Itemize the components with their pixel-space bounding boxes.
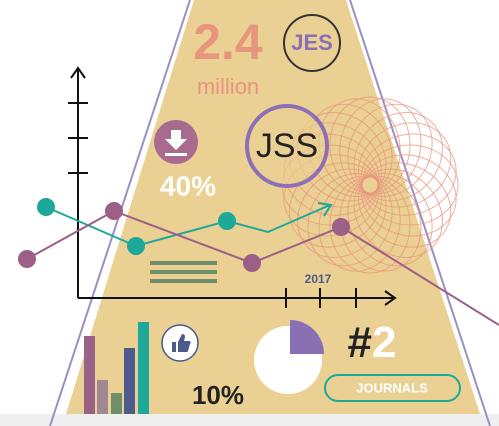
- headline-unit: million: [197, 74, 259, 99]
- floor: [0, 414, 499, 426]
- headline-number: 2.4: [193, 14, 263, 70]
- badge-text: JES: [291, 30, 333, 55]
- infographic: 2.4 million JES JSS 40% 2017 10% #2 JOUR…: [0, 0, 499, 426]
- page: {"headline": {"number": "2.4", "unit": "…: [0, 0, 499, 426]
- rank: #2: [348, 318, 397, 367]
- download-share: 40%: [160, 170, 216, 201]
- badge-text: JSS: [256, 127, 318, 165]
- rank-symbol: #: [348, 318, 372, 367]
- like-share: 10%: [192, 380, 244, 410]
- rank-label: JOURNALS: [356, 380, 428, 395]
- rank-number: 2: [372, 318, 396, 367]
- year-label: 2017: [305, 272, 332, 286]
